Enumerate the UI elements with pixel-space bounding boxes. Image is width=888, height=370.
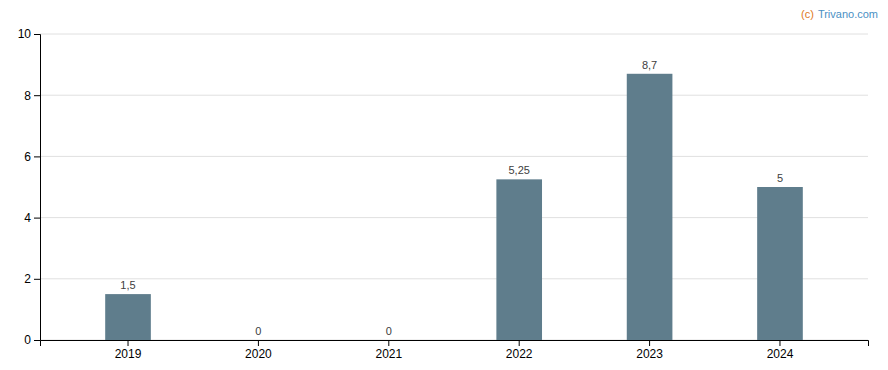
y-tick-mark	[34, 340, 40, 341]
x-tick-label: 2020	[245, 347, 272, 361]
y-tick-label: 10	[18, 27, 32, 41]
y-tick-label: 2	[24, 272, 31, 286]
x-tick-label: 2019	[115, 347, 142, 361]
x-tick: 2021	[375, 340, 402, 361]
watermark: (c) Trivano.com	[801, 8, 878, 20]
y-tick-mark	[34, 279, 40, 280]
bar	[757, 187, 803, 340]
y-tick-label: 8	[24, 89, 31, 103]
y-tick: 2	[24, 272, 40, 286]
grid-line	[40, 34, 868, 35]
y-tick-label: 6	[24, 150, 31, 164]
x-tick-mark	[128, 340, 129, 346]
y-tick-mark	[34, 218, 40, 219]
y-tick: 8	[24, 89, 40, 103]
data-label: 0	[386, 325, 392, 337]
y-axis: 0 2 4 6 8 10	[18, 27, 41, 347]
y-tick-mark	[34, 34, 40, 35]
grid-line	[40, 95, 868, 96]
data-labels: 1,5 0 0 5,25 8,7 5	[120, 59, 783, 337]
x-tick-mark	[258, 340, 259, 346]
y-tick: 6	[24, 150, 40, 164]
x-tick-label: 2021	[375, 347, 402, 361]
x-tick-label: 2023	[636, 347, 663, 361]
data-label: 0	[255, 325, 261, 337]
x-tick-mark	[649, 340, 650, 346]
x-tick-mark	[519, 340, 520, 346]
y-tick-mark	[34, 156, 40, 157]
grid-line	[40, 278, 868, 279]
bar	[366, 340, 412, 341]
x-tick: 2022	[506, 340, 533, 361]
x-tick: 2023	[636, 340, 663, 361]
x-axis-line	[41, 341, 869, 347]
data-label: 5,25	[508, 164, 529, 176]
plot-area: 1,5 0 0 5,25 8,7 5 2019 2020 2021 2022 2023 2024 0 2 4…	[18, 27, 869, 360]
x-axis: 2019 2020 2021 2022 2023 2024	[41, 340, 869, 361]
y-tick-label: 4	[24, 211, 31, 225]
y-tick: 10	[18, 27, 40, 41]
x-tick-label: 2022	[506, 347, 533, 361]
bars	[105, 74, 803, 340]
x-tick-mark	[388, 340, 389, 346]
data-label: 1,5	[120, 279, 135, 291]
y-tick-mark	[34, 95, 40, 96]
annotation: (c)	[801, 8, 814, 20]
x-tick: 2020	[245, 340, 272, 361]
y-tick-label: 0	[24, 333, 31, 347]
grid-line	[40, 217, 868, 218]
x-tick-label: 2024	[767, 347, 794, 361]
bar	[105, 294, 151, 340]
grid	[40, 34, 868, 340]
x-tick: 2019	[115, 340, 142, 361]
data-label: 5	[777, 172, 783, 184]
y-axis-line	[34, 35, 41, 341]
y-tick: 0	[24, 333, 40, 347]
x-tick: 2024	[767, 340, 794, 361]
bar	[627, 74, 673, 340]
chart-svg: 1,5 0 0 5,25 8,7 5 2019 2020 2021 2022 2023 2024 0 2 4…	[0, 0, 888, 370]
chart-container: 1,5 0 0 5,25 8,7 5 2019 2020 2021 2022 2023 2024 0 2 4…	[0, 0, 888, 370]
annotation: Trivano.com	[818, 8, 878, 20]
grid-line	[40, 156, 868, 157]
bar	[236, 340, 282, 341]
bar	[496, 179, 542, 340]
y-tick: 4	[24, 211, 40, 225]
x-tick-mark	[779, 340, 780, 346]
data-label: 8,7	[642, 59, 657, 71]
